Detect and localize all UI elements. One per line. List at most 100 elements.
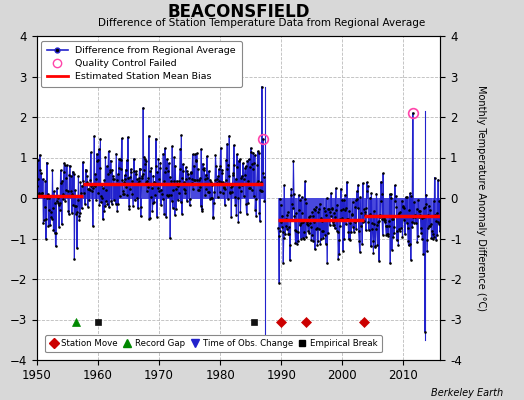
Point bbox=[169, 187, 178, 194]
Point bbox=[421, 328, 429, 335]
Point bbox=[193, 177, 201, 183]
Point bbox=[419, 214, 427, 220]
Point bbox=[260, 198, 269, 204]
Point bbox=[356, 194, 364, 200]
Point bbox=[203, 175, 212, 182]
Point bbox=[179, 161, 187, 167]
Point bbox=[210, 200, 218, 206]
Point bbox=[92, 176, 100, 182]
Point bbox=[389, 216, 397, 222]
Point bbox=[200, 167, 208, 174]
Point bbox=[325, 222, 334, 228]
Point bbox=[299, 219, 307, 225]
Point bbox=[305, 230, 313, 236]
Point bbox=[182, 164, 190, 171]
Point bbox=[423, 248, 431, 254]
Point bbox=[148, 208, 157, 214]
Point bbox=[369, 249, 378, 256]
Point bbox=[81, 166, 90, 173]
Point bbox=[295, 206, 303, 213]
Point bbox=[363, 188, 372, 194]
Point bbox=[68, 191, 77, 197]
Point bbox=[108, 173, 117, 179]
Point bbox=[403, 225, 412, 231]
Point bbox=[124, 134, 132, 140]
Point bbox=[260, 174, 268, 180]
Point bbox=[333, 202, 342, 208]
Point bbox=[121, 172, 129, 179]
Point bbox=[212, 162, 220, 169]
Point bbox=[133, 180, 141, 186]
Point bbox=[292, 210, 300, 216]
Point bbox=[335, 237, 343, 244]
Point bbox=[183, 198, 191, 204]
Point bbox=[396, 209, 405, 215]
Point bbox=[372, 190, 380, 197]
Point bbox=[345, 208, 354, 214]
Point bbox=[303, 222, 312, 228]
Point bbox=[68, 210, 76, 216]
Point bbox=[248, 161, 256, 167]
Point bbox=[108, 166, 116, 173]
Point bbox=[79, 178, 87, 184]
Point bbox=[354, 228, 363, 235]
Point bbox=[309, 238, 318, 244]
Point bbox=[203, 153, 211, 160]
Point bbox=[328, 205, 336, 212]
Point bbox=[222, 176, 230, 183]
Point bbox=[319, 234, 327, 241]
Point bbox=[404, 238, 412, 245]
Point bbox=[74, 173, 83, 179]
Point bbox=[235, 184, 244, 191]
Point bbox=[100, 177, 108, 184]
Point bbox=[56, 206, 64, 213]
Point bbox=[185, 174, 193, 181]
Point bbox=[424, 224, 432, 231]
Point bbox=[102, 187, 111, 193]
Point bbox=[158, 191, 166, 198]
Point bbox=[79, 189, 88, 196]
Point bbox=[47, 208, 56, 215]
Point bbox=[246, 145, 255, 151]
Point bbox=[149, 200, 157, 207]
Point bbox=[94, 157, 102, 163]
Point bbox=[324, 217, 333, 224]
Point bbox=[219, 179, 227, 186]
Point bbox=[129, 203, 137, 209]
Point bbox=[78, 205, 86, 212]
Point bbox=[170, 212, 179, 218]
Point bbox=[415, 214, 423, 221]
Point bbox=[290, 191, 298, 197]
Point bbox=[69, 202, 78, 208]
Point bbox=[347, 228, 355, 235]
Point bbox=[192, 158, 200, 165]
Point bbox=[41, 204, 49, 210]
Point bbox=[126, 186, 135, 192]
Point bbox=[215, 188, 224, 195]
Point bbox=[66, 162, 74, 169]
Point bbox=[75, 212, 83, 219]
Point bbox=[342, 221, 350, 228]
Point bbox=[94, 190, 103, 196]
Point bbox=[311, 207, 320, 213]
Point bbox=[196, 175, 204, 181]
Point bbox=[289, 205, 297, 211]
Point bbox=[46, 222, 54, 229]
Point bbox=[357, 222, 365, 229]
Point bbox=[116, 166, 125, 172]
Point bbox=[236, 156, 244, 162]
Point bbox=[112, 150, 121, 157]
Point bbox=[96, 199, 105, 206]
Point bbox=[310, 206, 319, 213]
Point bbox=[40, 216, 48, 223]
Point bbox=[334, 229, 342, 235]
Point bbox=[361, 212, 369, 218]
Point bbox=[156, 165, 164, 171]
Point bbox=[123, 192, 132, 198]
Point bbox=[241, 172, 249, 178]
Point bbox=[326, 212, 335, 219]
Point bbox=[120, 178, 128, 185]
Point bbox=[339, 248, 347, 254]
Point bbox=[118, 177, 126, 183]
Point bbox=[175, 178, 183, 184]
